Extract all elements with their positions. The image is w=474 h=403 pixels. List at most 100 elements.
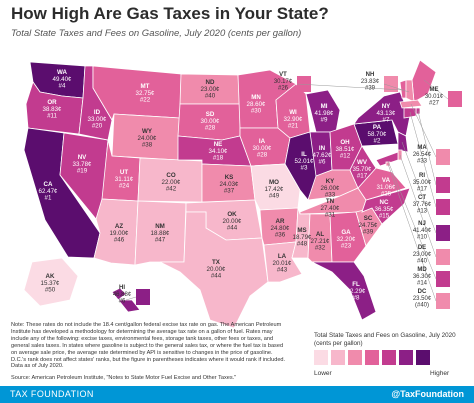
state-swatch-nj — [436, 225, 450, 241]
state-label-la-rank: #43 — [277, 267, 288, 274]
state-label-ga-value: 32.20¢ — [337, 236, 356, 243]
state-label-il-rank: #3 — [301, 165, 308, 172]
map-title: How High Are Gas Taxes in Your State? — [11, 4, 329, 23]
state-label-mt-rank: #22 — [140, 97, 151, 104]
state-label-ca-rank: #1 — [45, 195, 52, 202]
state-label-ok-abbr: OK — [227, 211, 237, 218]
state-label-il-abbr: IL — [301, 151, 307, 158]
state-swatch-ri — [436, 177, 450, 193]
state-label-ky-value: 26.00¢ — [321, 185, 340, 192]
state-label-dc-rank: (#40) — [415, 303, 429, 309]
state-label-mn-rank: #30 — [251, 108, 262, 115]
leader-line-nj — [401, 141, 437, 234]
state-label-ut-rank: #24 — [119, 183, 130, 190]
state-label-hi-rank: #6 — [119, 299, 126, 305]
state-label-oh-rank: #12 — [340, 153, 351, 160]
state-label-wy-value: 24.00¢ — [138, 135, 157, 142]
state-swatch-ma — [436, 149, 450, 165]
state-label-ri-value: 35.00¢ — [413, 180, 431, 186]
footnote: Note: These rates do not include the 18.… — [11, 322, 286, 370]
leader-line-dc — [387, 163, 437, 302]
state-label-al-value: 27.21¢ — [311, 238, 330, 245]
footer-bar: TAX FOUNDATION @TaxFoundation — [0, 386, 474, 403]
state-label-ar-rank: #36 — [275, 232, 286, 239]
twitter-handle: @TaxFoundation — [391, 389, 464, 399]
state-label-ga-abbr: GA — [341, 229, 351, 236]
state-label-al-rank: #32 — [315, 245, 326, 252]
legend-swatch-6 — [399, 350, 413, 365]
legend-high-label: Higher — [430, 370, 450, 377]
state-label-ks-abbr: KS — [225, 174, 234, 181]
state-label-az-rank: #46 — [114, 237, 125, 244]
state-labels: WA49.40¢#4OR38.83¢#11CA62.47¢#1NV33.78¢#… — [39, 69, 444, 309]
state-label-sd-value: 30.00¢ — [201, 118, 220, 125]
state-label-de-abbr: DE — [418, 245, 426, 251]
state-label-co-abbr: CO — [166, 172, 175, 179]
state-swatch-me — [448, 91, 462, 107]
state-label-nm-value: 18.88¢ — [151, 230, 170, 237]
state-label-de-value: 23.00¢ — [413, 252, 431, 258]
state-label-ga-rank: #23 — [341, 243, 352, 250]
state-label-wa-value: 49.40¢ — [53, 76, 72, 83]
state-label-ny-rank: #7 — [383, 117, 390, 124]
state-label-ok-rank: #44 — [227, 225, 238, 232]
leader-line-me — [423, 79, 449, 100]
state-label-ak-rank: #50 — [45, 287, 56, 294]
state-label-ca-abbr: CA — [44, 181, 53, 188]
state-label-wa-abbr: WA — [57, 69, 67, 76]
state-label-ri-abbr: RI — [419, 173, 425, 179]
state-label-nd-abbr: ND — [206, 79, 215, 86]
state-label-ma-rank: #33 — [417, 159, 428, 165]
state-label-ne-value: 34.10¢ — [209, 148, 228, 155]
state-label-va-rank: #25 — [381, 191, 392, 198]
state-label-nj-abbr: NJ — [418, 221, 426, 227]
state-label-tn-value: 27.40¢ — [321, 205, 340, 212]
legend-low-label: Lower — [314, 370, 332, 377]
state-label-nm-rank: #47 — [155, 237, 166, 244]
state-label-la-abbr: LA — [278, 253, 287, 260]
state-label-ok-value: 20.00¢ — [223, 218, 242, 225]
legend-title: Total State Taxes and Fees on Gasoline, … — [314, 332, 456, 347]
state-label-nc-abbr: NC — [380, 199, 389, 206]
state-label-mo-value: 17.42¢ — [265, 186, 284, 193]
legend-swatch-2 — [331, 350, 345, 365]
state-label-id-rank: #20 — [92, 123, 103, 130]
state-label-vt-abbr: VT — [279, 72, 287, 78]
leader-line-ri — [417, 110, 437, 186]
state-label-ia-abbr: IA — [259, 138, 266, 145]
legend-swatch-1 — [314, 350, 328, 365]
state-ct — [403, 107, 417, 119]
state-label-sd-abbr: SD — [206, 111, 215, 118]
legend-swatch-3 — [348, 350, 362, 365]
state-label-nc-value: 36.35¢ — [375, 206, 394, 213]
state-label-wa-rank: #4 — [59, 83, 66, 90]
state-label-oh-value: 38.51¢ — [336, 146, 355, 153]
state-label-ny-abbr: NY — [382, 103, 391, 110]
state-label-ak-abbr: AK — [46, 273, 55, 280]
state-label-de-rank: #40 — [417, 259, 428, 265]
state-label-mo-rank: #49 — [269, 193, 280, 200]
state-label-nj-rank: #10 — [417, 235, 428, 241]
state-label-nj-value: 41.40¢ — [413, 228, 431, 234]
state-label-mt-value: 32.75¢ — [136, 90, 155, 97]
state-label-ms-abbr: MS — [297, 227, 306, 234]
state-label-hi-value: 46.88¢ — [113, 292, 131, 298]
state-label-sd-rank: #28 — [205, 125, 216, 132]
state-label-or-value: 38.83¢ — [43, 106, 62, 113]
state-nj — [397, 131, 409, 153]
state-label-ri-rank: #17 — [417, 187, 428, 193]
state-label-nd-rank: #40 — [205, 93, 216, 100]
source-note: Source: American Petroleum Institute, "N… — [11, 375, 237, 381]
state-label-vt-value: 30.17¢ — [274, 79, 292, 85]
state-label-id-abbr: ID — [94, 109, 101, 116]
state-label-az-abbr: AZ — [115, 223, 123, 230]
state-label-ut-value: 31.11¢ — [115, 176, 134, 183]
leader-line-vt — [296, 83, 404, 91]
state-label-nh-abbr: NH — [366, 72, 375, 78]
state-label-ms-rank: #48 — [297, 241, 308, 248]
state-label-tn-abbr: TN — [326, 198, 335, 205]
state-label-tx-value: 20.00¢ — [207, 266, 226, 273]
state-label-ky-abbr: KY — [326, 178, 335, 185]
state-label-md-value: 36.30¢ — [413, 274, 431, 280]
